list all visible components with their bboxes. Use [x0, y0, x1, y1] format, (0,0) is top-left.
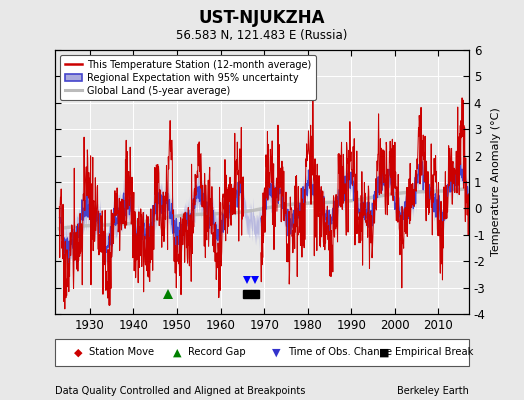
Text: 56.583 N, 121.483 E (Russia): 56.583 N, 121.483 E (Russia) — [176, 29, 348, 42]
Y-axis label: Temperature Anomaly (°C): Temperature Anomaly (°C) — [492, 108, 501, 256]
Text: Station Move: Station Move — [89, 347, 154, 358]
Text: Berkeley Earth: Berkeley Earth — [397, 386, 469, 396]
Text: Data Quality Controlled and Aligned at Breakpoints: Data Quality Controlled and Aligned at B… — [55, 386, 305, 396]
Text: ▼: ▼ — [272, 347, 281, 358]
Text: UST-NJUKZHA: UST-NJUKZHA — [199, 9, 325, 27]
Text: ■: ■ — [379, 347, 389, 358]
Legend: This Temperature Station (12-month average), Regional Expectation with 95% uncer: This Temperature Station (12-month avera… — [60, 55, 316, 100]
Text: Record Gap: Record Gap — [188, 347, 246, 358]
Text: Empirical Break: Empirical Break — [395, 347, 474, 358]
Text: Time of Obs. Change: Time of Obs. Change — [288, 347, 392, 358]
Text: ▲: ▲ — [173, 347, 181, 358]
Text: ◆: ◆ — [73, 347, 82, 358]
FancyBboxPatch shape — [55, 339, 469, 366]
